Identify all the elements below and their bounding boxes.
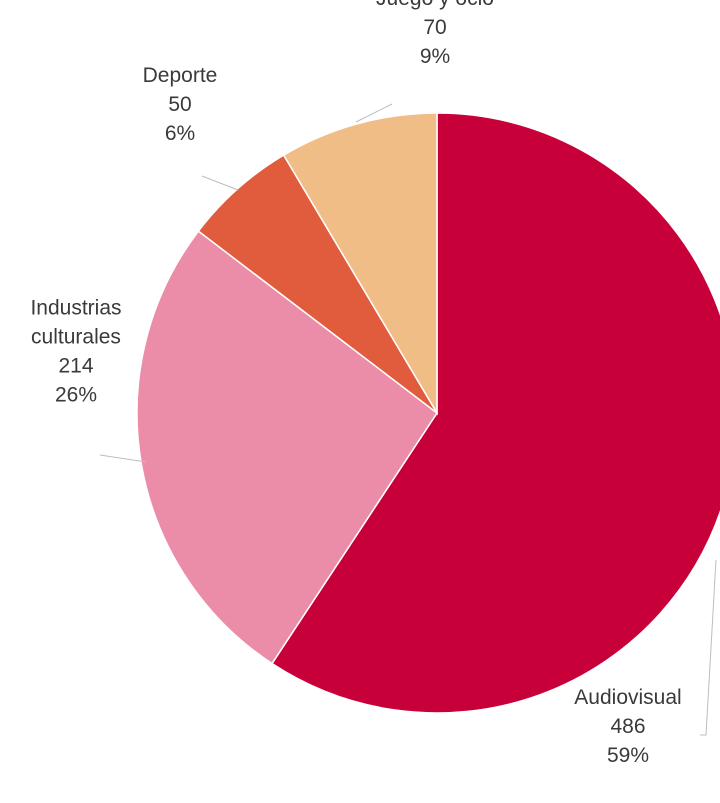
pie-slices	[136, 112, 720, 714]
slice-labels: Audiovisual 486 59% Industrias culturales 214…	[30, 0, 681, 767]
leader-lines	[99, 103, 717, 736]
slice-label-industrias-culturales: Industrias culturales 214 26%	[30, 297, 121, 407]
slice-audiovisual	[270, 112, 720, 714]
slice-label-audiovisual: Audiovisual 486 59%	[574, 686, 681, 767]
slice-juego-y-ocio	[282, 112, 438, 416]
leader-line-industrias-culturales	[99, 454, 147, 463]
leader-line-juego-y-ocio	[355, 103, 393, 123]
slice-label-deporte: Deporte 50 6%	[143, 64, 218, 145]
slice-industrias-culturales	[136, 230, 439, 665]
slice-label-juego-y-ocio: Juego y ocio709%	[376, 0, 494, 68]
leader-line-audiovisual	[700, 559, 717, 736]
leader-line-deporte	[201, 175, 239, 191]
